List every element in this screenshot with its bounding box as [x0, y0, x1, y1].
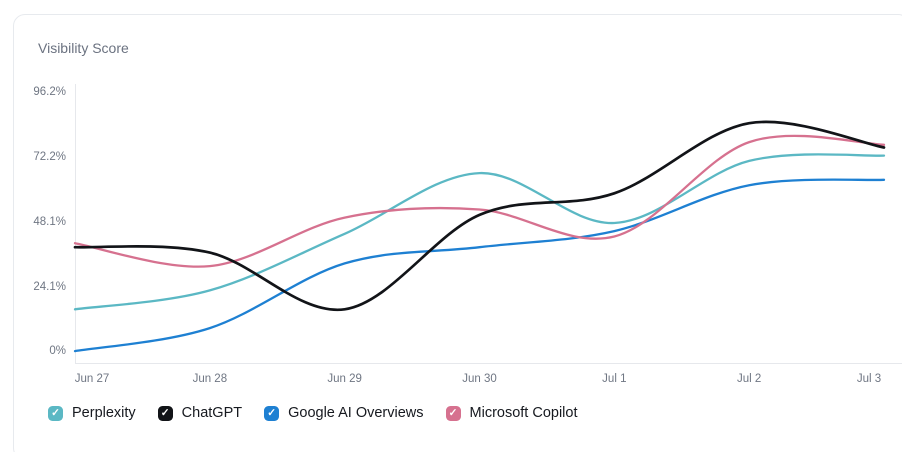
check-icon: ✓ [51, 406, 60, 419]
legend-label: Google AI Overviews [288, 405, 424, 421]
x-tick-label: Jun 27 [74, 373, 110, 385]
check-icon: ✓ [267, 406, 277, 419]
legend-checkbox-chatgpt[interactable]: ✓ [157, 405, 173, 421]
y-tick-label: 0% [49, 345, 66, 358]
y-tick-label: 48.1% [33, 215, 66, 228]
legend-item-perplexity[interactable]: ✓ Perplexity [48, 405, 136, 421]
visibility-score-card [13, 14, 902, 452]
chart-legend: ✓ Perplexity ✓ ChatGPT ✓ Google AI Overviews ✓… [48, 405, 578, 421]
legend-item-chatgpt[interactable]: ✓ ChatGPT [157, 405, 243, 421]
chart-title: Visibility Score [38, 40, 129, 56]
x-tick-label: Jun 30 [462, 373, 497, 385]
x-tick-label: Jun 28 [192, 373, 228, 385]
legend-item-microsoft-copilot[interactable]: ✓ Microsoft Copilot [445, 405, 578, 421]
y-tick-label: 72.2% [33, 150, 66, 163]
y-tick-label: 24.1% [33, 280, 66, 293]
legend-checkbox-microsoft-copilot[interactable]: ✓ [445, 405, 461, 421]
x-tick-label: Jul 1 [602, 373, 627, 385]
y-tick-label: 96.2% [33, 85, 66, 98]
legend-checkbox-perplexity[interactable]: ✓ [48, 405, 63, 421]
legend-checkbox-google-ai-overviews[interactable]: ✓ [264, 405, 280, 421]
legend-label: Perplexity [72, 405, 136, 421]
check-icon: ✓ [160, 406, 170, 419]
x-tick-label: Jun 29 [327, 373, 362, 385]
legend-label: Microsoft Copilot [469, 405, 578, 421]
x-tick-label: Jul 3 [856, 373, 882, 385]
x-tick-label: Jul 2 [737, 373, 762, 385]
legend-item-google-ai-overviews[interactable]: ✓ Google AI Overviews [264, 405, 424, 421]
legend-label: ChatGPT [181, 405, 243, 421]
check-icon: ✓ [448, 406, 458, 419]
